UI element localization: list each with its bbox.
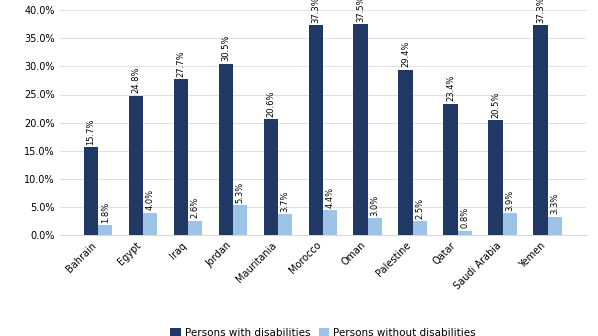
Text: 20.5%: 20.5% bbox=[491, 91, 500, 118]
Legend: Persons with disabilities, Persons without disabilities: Persons with disabilities, Persons witho… bbox=[168, 326, 478, 336]
Bar bbox=[444, 103, 458, 235]
Text: 37.3%: 37.3% bbox=[311, 0, 320, 23]
Bar bbox=[219, 64, 233, 235]
Text: 3.9%: 3.9% bbox=[505, 190, 514, 211]
Bar bbox=[309, 25, 323, 235]
Bar bbox=[84, 147, 98, 235]
Text: 2.5%: 2.5% bbox=[416, 198, 425, 219]
Text: 4.0%: 4.0% bbox=[146, 189, 155, 210]
Bar bbox=[548, 217, 562, 235]
Text: 29.4%: 29.4% bbox=[401, 41, 410, 68]
Bar bbox=[173, 79, 188, 235]
Text: 24.8%: 24.8% bbox=[132, 67, 141, 93]
Text: 15.7%: 15.7% bbox=[87, 118, 96, 144]
Text: 5.3%: 5.3% bbox=[236, 182, 245, 203]
Bar bbox=[489, 120, 503, 235]
Text: 1.8%: 1.8% bbox=[101, 202, 110, 223]
Bar bbox=[368, 218, 382, 235]
Text: 0.8%: 0.8% bbox=[460, 207, 469, 228]
Bar bbox=[353, 24, 368, 235]
Bar bbox=[323, 210, 337, 235]
Text: 20.6%: 20.6% bbox=[266, 90, 275, 117]
Text: 30.5%: 30.5% bbox=[221, 35, 230, 61]
Bar bbox=[458, 231, 472, 235]
Text: 37.3%: 37.3% bbox=[536, 0, 545, 23]
Bar bbox=[264, 119, 278, 235]
Text: 3.7%: 3.7% bbox=[280, 191, 289, 212]
Bar bbox=[129, 96, 143, 235]
Text: 3.0%: 3.0% bbox=[371, 195, 380, 216]
Bar bbox=[533, 25, 548, 235]
Bar bbox=[143, 213, 157, 235]
Bar bbox=[278, 214, 292, 235]
Text: 37.5%: 37.5% bbox=[356, 0, 365, 22]
Text: 27.7%: 27.7% bbox=[176, 50, 185, 77]
Bar bbox=[98, 225, 112, 235]
Text: 23.4%: 23.4% bbox=[446, 75, 455, 101]
Bar bbox=[413, 221, 427, 235]
Text: 3.3%: 3.3% bbox=[550, 193, 559, 214]
Bar bbox=[398, 70, 413, 235]
Bar bbox=[233, 205, 248, 235]
Bar bbox=[188, 220, 202, 235]
Bar bbox=[503, 213, 517, 235]
Text: 2.6%: 2.6% bbox=[191, 197, 200, 218]
Text: 4.4%: 4.4% bbox=[326, 187, 335, 208]
